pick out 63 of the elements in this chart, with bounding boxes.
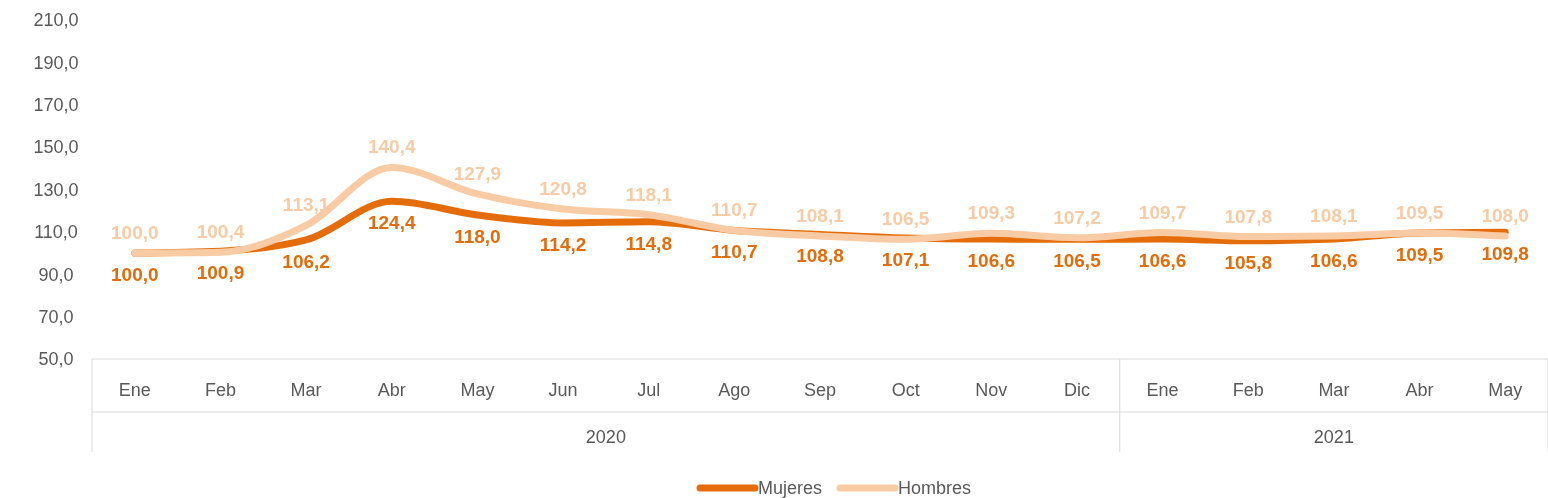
data-label: 109,7 <box>1138 201 1187 223</box>
x-tick-label: Feb <box>204 380 236 401</box>
y-tick-label: 50,0 <box>38 349 74 370</box>
data-label: 100,0 <box>111 222 159 244</box>
text: 2020 <box>585 427 626 448</box>
data-label: 107,8 <box>1224 205 1273 227</box>
data-label: 120,8 <box>539 177 587 199</box>
data-label: 109,8 <box>1481 243 1529 265</box>
data-label: 106,6 <box>1138 250 1187 272</box>
x-tick-label: Mar <box>1318 380 1350 401</box>
x-tick-label: Feb <box>1232 380 1264 401</box>
data-label: 106,5 <box>1053 250 1102 272</box>
data-label: 114,2 <box>539 233 587 255</box>
data-label: 140,4 <box>367 136 416 158</box>
data-label: 108,8 <box>796 245 844 267</box>
data-label: 100,4 <box>196 221 245 243</box>
data-label: 118,0 <box>454 225 501 247</box>
legend-label: Mujeres <box>758 478 823 498</box>
data-label: 109,5 <box>1395 201 1444 223</box>
x-tick-label: Nov <box>975 380 1008 401</box>
y-tick-label: 130,0 <box>33 179 79 200</box>
data-label: 109,3 <box>967 202 1016 224</box>
data-label: 100,9 <box>196 262 245 284</box>
x-tick-label: Ene <box>1146 380 1179 401</box>
x-tick-label: May <box>460 380 495 401</box>
x-tick-label: Ene <box>118 380 151 401</box>
data-label: 106,6 <box>967 250 1016 272</box>
data-label: 106,2 <box>282 250 330 272</box>
data-label: 107,1 <box>881 249 930 271</box>
data-label: 100,0 <box>111 264 159 286</box>
y-tick-label: 70,0 <box>38 306 74 327</box>
y-tick-label: 190,0 <box>33 52 79 73</box>
x-tick-label: Ago <box>718 380 751 401</box>
x-tick-label: Abr <box>1405 380 1434 401</box>
data-label: 118,1 <box>625 183 673 205</box>
x-tick-label: May <box>1488 380 1523 401</box>
y-tick-label: 150,0 <box>33 137 79 158</box>
y-tick-label: 170,0 <box>33 95 79 116</box>
data-label: 110,7 <box>711 241 758 263</box>
data-label: 107,2 <box>1053 206 1101 228</box>
data-label: 106,6 <box>1310 250 1358 272</box>
x-tick-label: Mar <box>290 380 322 401</box>
data-label: 108,1 <box>796 204 845 226</box>
y-tick-label: 210,0 <box>33 10 79 31</box>
x-tick-label: Abr <box>377 380 406 401</box>
x-tick-label: Oct <box>891 380 920 401</box>
data-label: 105,8 <box>1224 251 1273 273</box>
x-tick-label: Jun <box>548 380 578 401</box>
data-label: 108,1 <box>1310 204 1359 226</box>
text: 2021 <box>1313 427 1354 448</box>
x-tick-label: Dic <box>1063 380 1090 401</box>
data-label: 106,5 <box>881 208 930 230</box>
data-label: 127,9 <box>453 162 502 184</box>
data-label: 109,5 <box>1395 243 1444 265</box>
legend-label: Hombres <box>898 478 972 498</box>
x-tick-label: Sep <box>803 380 837 401</box>
data-label: 110,7 <box>711 199 758 221</box>
x-tick-label: Jul <box>637 380 661 401</box>
y-tick-label: 110,0 <box>34 222 78 243</box>
data-label: 108,0 <box>1481 205 1529 227</box>
data-label: 114,8 <box>625 232 672 254</box>
data-label: 124,4 <box>367 212 416 234</box>
y-tick-label: 90,0 <box>38 264 74 285</box>
